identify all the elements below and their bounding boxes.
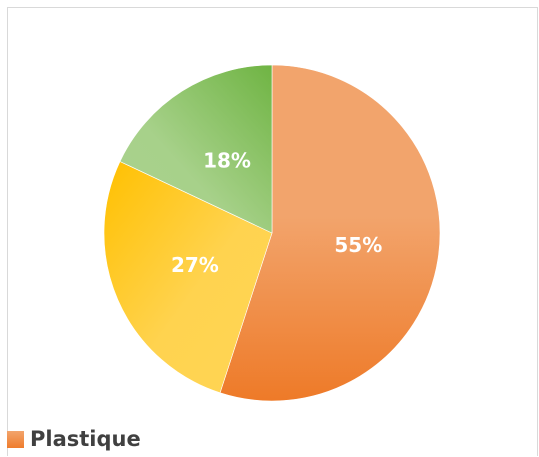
pie-slice-18	[119, 64, 273, 234]
legend: Plastique	[7, 424, 141, 454]
legend-swatch-plastique	[7, 430, 24, 448]
data-label-27: 27%	[171, 253, 219, 277]
data-label-55: 55%	[334, 233, 382, 257]
data-label-18: 18%	[203, 149, 251, 173]
legend-label-plastique: Plastique	[30, 427, 141, 451]
pie-slice-55	[219, 64, 441, 402]
pie-slice-27	[103, 161, 273, 394]
